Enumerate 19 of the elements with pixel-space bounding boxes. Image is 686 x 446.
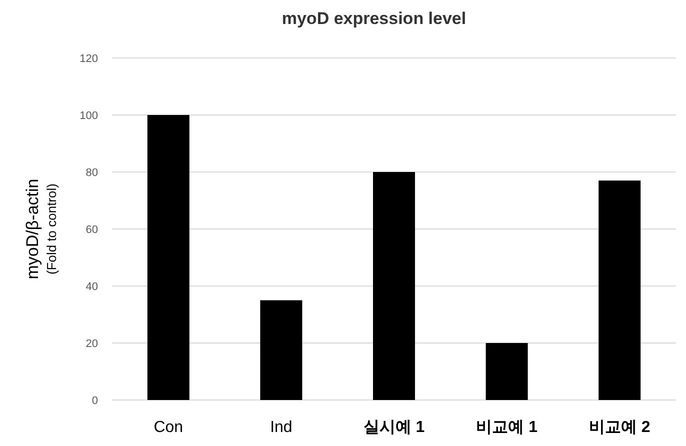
bar	[260, 300, 302, 400]
y-tick-label: 100	[80, 110, 98, 122]
bar	[598, 180, 641, 400]
y-tick-label: 20	[86, 338, 98, 350]
y-tick-label: 40	[86, 281, 98, 293]
x-tick-label: Ind	[270, 419, 292, 436]
bar	[486, 343, 528, 400]
y-tick-label: 60	[86, 224, 98, 236]
bar	[373, 172, 415, 400]
x-tick-label: Con	[154, 419, 184, 436]
y-tick-label: 120	[80, 53, 98, 65]
x-tick-label: 비교예 1	[476, 419, 538, 436]
x-tick-label: 비교예 2	[588, 419, 650, 436]
x-tick-label: 실시예 1	[363, 419, 425, 436]
y-axis-title: myoD/β-actin (Fold to control)	[23, 178, 59, 280]
chart-title: myoD expression level	[282, 9, 466, 28]
bar	[147, 115, 190, 400]
y-tick-label: 0	[92, 395, 98, 407]
y-tick-label: 80	[86, 167, 98, 179]
